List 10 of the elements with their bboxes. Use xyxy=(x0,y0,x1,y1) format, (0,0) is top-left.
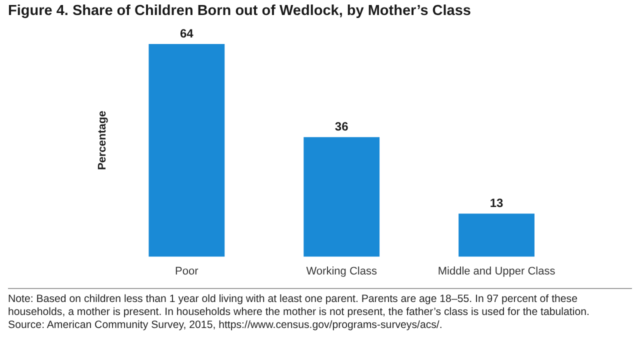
y-axis-title: Percentage xyxy=(96,110,109,170)
data-label: 13 xyxy=(490,196,504,210)
data-label: 36 xyxy=(334,119,349,134)
source-note: Source: American Community Survey, 2015, https://www.census.gov/programs-surveys/acs/. xyxy=(8,319,444,332)
x-tick-label: Working Class xyxy=(306,265,378,278)
chart-title: Figure 4. Share of Children Born out of Wedlock, by Mother’s Class xyxy=(8,3,471,19)
text: Note: Based on children less than 1 year old living with at least one parent. Parents are age 18–55. In 97 percent of these households, a mother is present. In households where the mother is not present, the father’s class is used for the tabulation. xyxy=(8,293,590,319)
data-label: 64 xyxy=(180,26,194,40)
x-tick-label: Middle and Upper Class xyxy=(438,265,556,278)
x-tick-label: Poor xyxy=(175,265,199,278)
